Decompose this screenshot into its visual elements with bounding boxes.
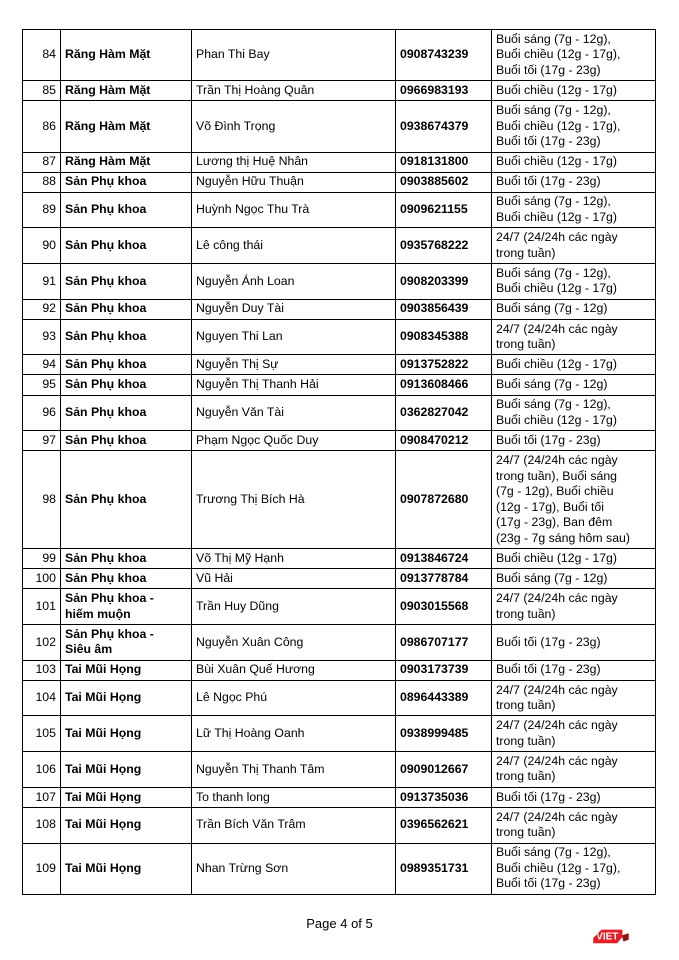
- svg-text:VIET: VIET: [596, 932, 618, 943]
